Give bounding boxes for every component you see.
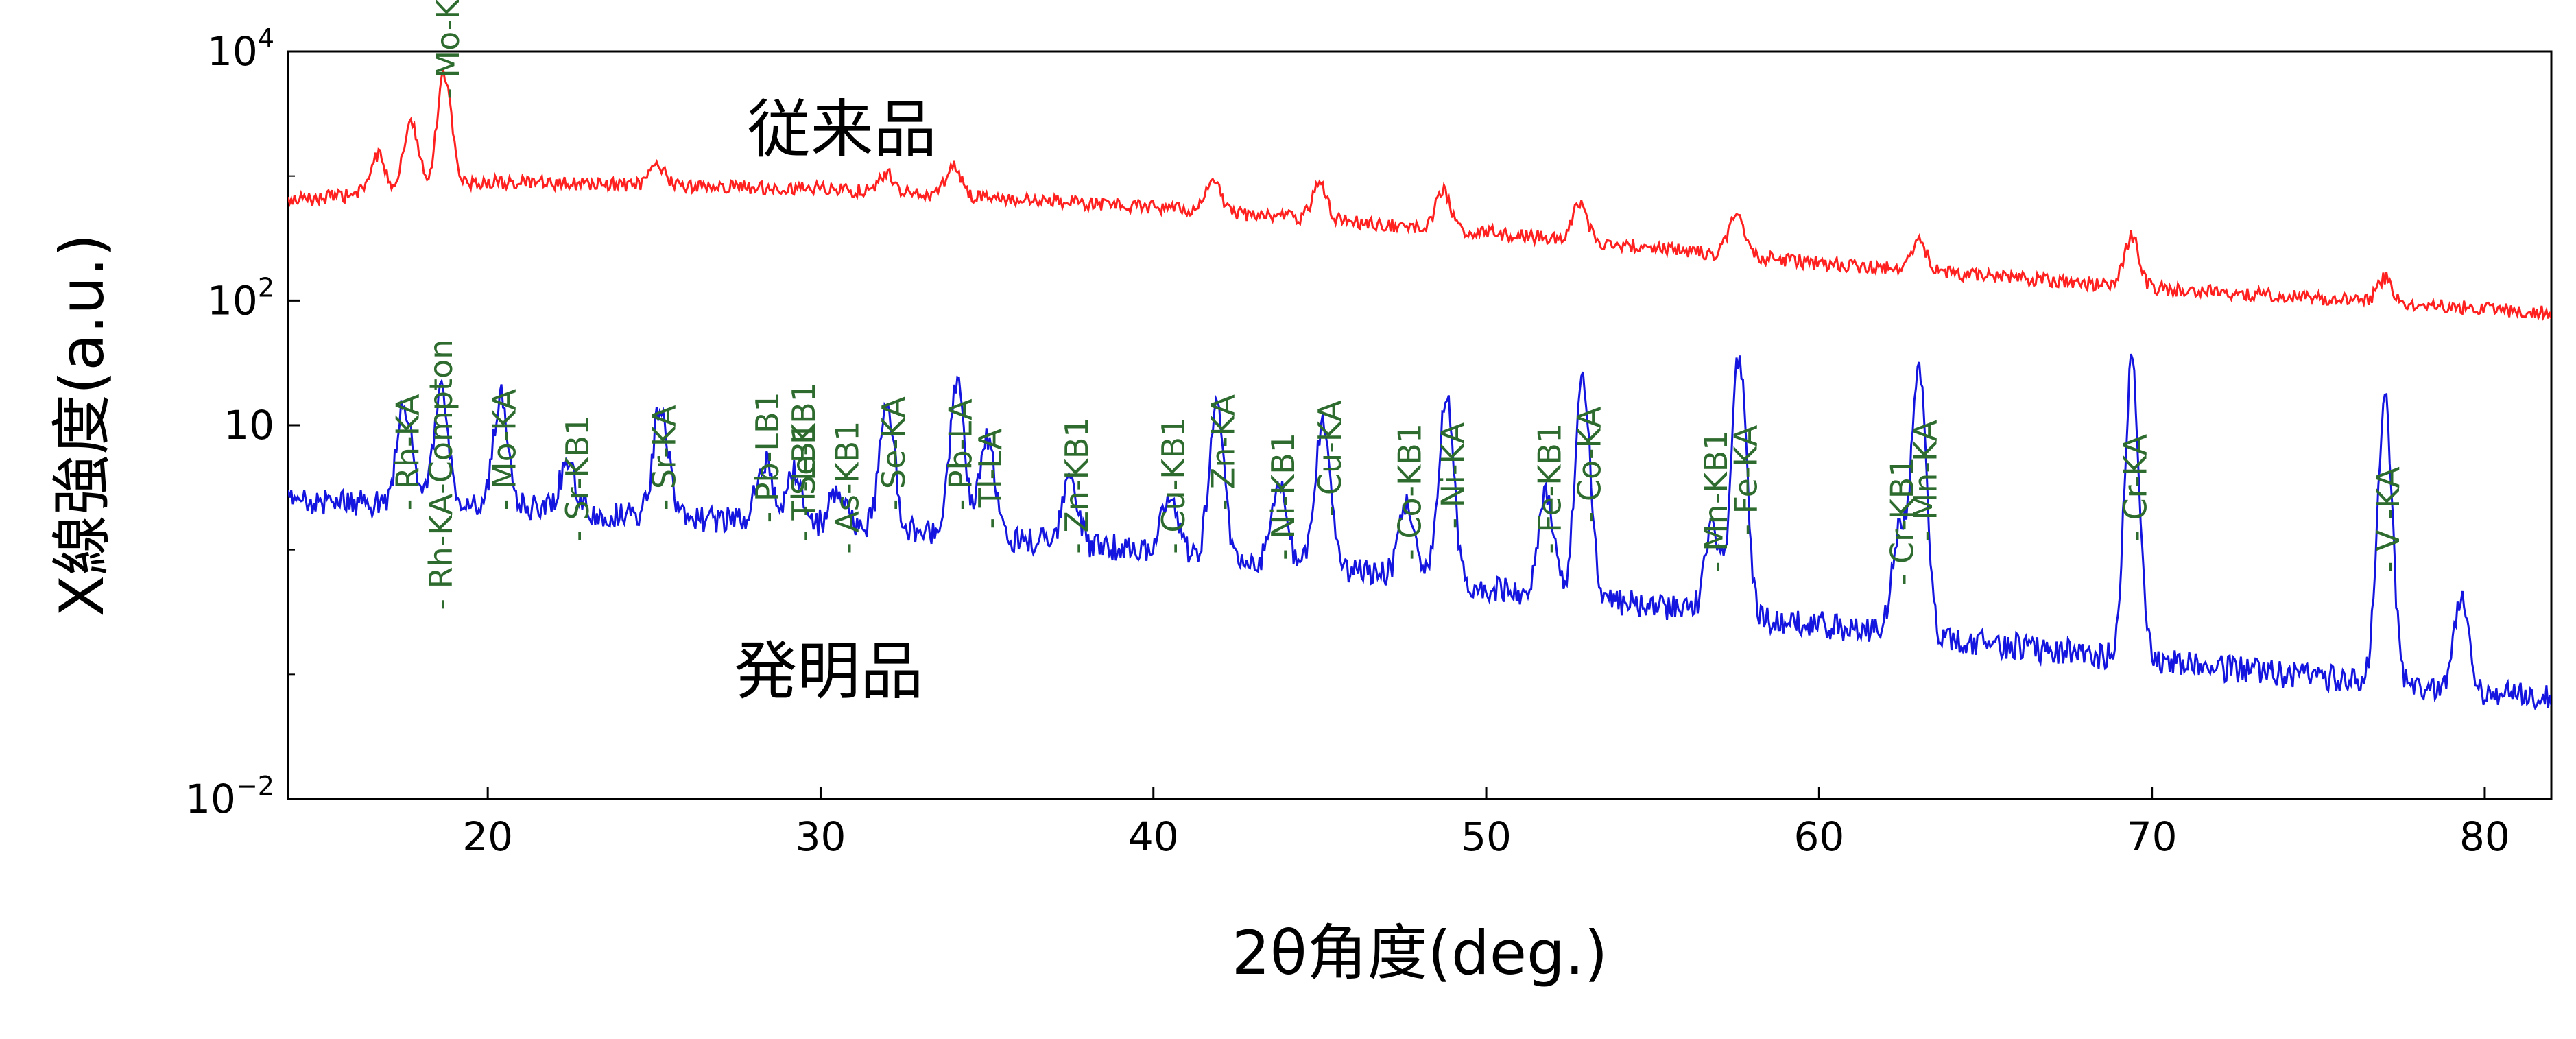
series-layer: [288, 69, 2551, 711]
peak-label: - Se-KB1: [785, 382, 822, 516]
peak-label: - Pb-LB1: [749, 392, 786, 523]
peak-label-text: - Mo-KA: [486, 388, 523, 510]
x-axis-title: 2θ角度(deg.): [1232, 918, 1608, 988]
peak-label: - Mo-KA: [486, 388, 523, 510]
peak-label: - Rh-KA: [390, 394, 427, 510]
peak-label-text: - Sr-KA: [645, 405, 682, 510]
peak-label: - Fe-KB1: [1531, 423, 1568, 554]
x-tick-label: 70: [2127, 813, 2178, 860]
peak-label: - Tl-LB1: [785, 422, 822, 542]
y-axis-title: X線強度(a.u.): [47, 234, 117, 617]
peak-label: - Sr-KA: [645, 405, 682, 510]
series-line-1: [288, 69, 2551, 322]
peak-label-text: - Fe-KA: [1728, 425, 1765, 535]
peak-label-text: - Zn-KA: [1205, 394, 1242, 510]
x-tick-label: 60: [1793, 813, 1844, 860]
peak-label: - Mn-KB1: [1697, 430, 1734, 573]
peak-label: - Cr-KA: [2116, 433, 2154, 541]
peak-label-text: - Sr-KB1: [559, 416, 596, 542]
series-line-2: [288, 353, 2551, 711]
peak-label-text: - Pb-LA: [942, 398, 979, 510]
peak-label-text: - Zn-KB1: [1058, 417, 1095, 553]
x-tick-label: 50: [1461, 813, 1512, 860]
peak-label-text: - Cu-KA: [1311, 400, 1348, 516]
x-tick-label: 30: [796, 813, 846, 860]
peak-label: - Ni-KA: [1435, 422, 1472, 529]
series-label-2: 発明品: [734, 635, 923, 708]
peak-label-text: - Mo-KB1: [429, 0, 466, 99]
peak-label-text: - Fe-KB1: [1531, 423, 1568, 554]
peak-label-text: - Cr-KA: [2116, 433, 2154, 541]
y-tick-label: 10: [224, 402, 274, 449]
peak-label: - Cu-KB1: [1155, 417, 1192, 554]
x-axis: 20 30 40 50 60 70 80: [462, 787, 2510, 860]
peak-label-text: - Tl-LB1: [785, 422, 822, 542]
peak-label-text: - Cr-KB1: [1884, 457, 1921, 585]
peak-label: - Sr-KB1: [559, 416, 596, 542]
peak-label: - Zn-KB1: [1058, 417, 1095, 553]
series-label-1: 従来品: [748, 93, 937, 166]
peak-label: - V -KA: [2370, 466, 2407, 573]
x-tick-label: 40: [1128, 813, 1179, 860]
peak-label-text: - Ni-KA: [1435, 422, 1472, 529]
peak-label: - As-KB1: [828, 421, 866, 554]
peak-label: - Ni-KB1: [1265, 433, 1302, 560]
peak-label-text: - Rh-KA: [390, 394, 427, 510]
peak-label: - Pb-LA: [942, 398, 979, 510]
peak-label-text: - V -KA: [2370, 466, 2407, 573]
peak-label-text: - Se-KA: [875, 396, 912, 511]
peak-label-text: - Se-KB1: [785, 382, 822, 516]
peak-label: - Se-KA: [875, 396, 912, 511]
peak-label-text: - Rh-KA-Compton: [422, 339, 460, 610]
peak-label-text: - Tl-LA: [972, 428, 1009, 529]
y-tick-label: 102: [207, 272, 274, 324]
peak-label: - Fe-KA: [1728, 425, 1765, 535]
peak-label-text: - Cu-KB1: [1155, 417, 1192, 554]
peak-label: - Mn-KA: [1907, 420, 1944, 542]
peak-label: - Rh-KA-Compton: [422, 339, 460, 610]
peak-label: - Mo-KB1: [429, 0, 466, 99]
y-tick-label: 10−2: [185, 771, 274, 822]
peak-label: - Cu-KA: [1311, 400, 1348, 516]
peak-label-text: - Mn-KB1: [1697, 430, 1734, 573]
peak-label-text: - Co-KB1: [1391, 423, 1428, 560]
peak-label: - Tl-LA: [972, 428, 1009, 529]
peak-label: - Cr-KB1: [1884, 457, 1921, 585]
peak-label-text: - Co-KA: [1571, 406, 1608, 523]
peak-label: - Co-KA: [1571, 406, 1608, 523]
peak-label: - Zn-KA: [1205, 394, 1242, 510]
peak-label-text: - As-KB1: [828, 421, 866, 554]
x-tick-label: 80: [2459, 813, 2510, 860]
peak-label-text: - Mn-KA: [1907, 420, 1944, 542]
peak-label-text: - Ni-KB1: [1265, 433, 1302, 560]
y-tick-label: 104: [207, 23, 274, 75]
peak-label: - Co-KB1: [1391, 423, 1428, 560]
x-tick-label: 20: [462, 813, 513, 860]
peak-label-text: - Pb-LB1: [749, 392, 786, 523]
y-axis: 104 102 10 10−2: [185, 23, 300, 822]
